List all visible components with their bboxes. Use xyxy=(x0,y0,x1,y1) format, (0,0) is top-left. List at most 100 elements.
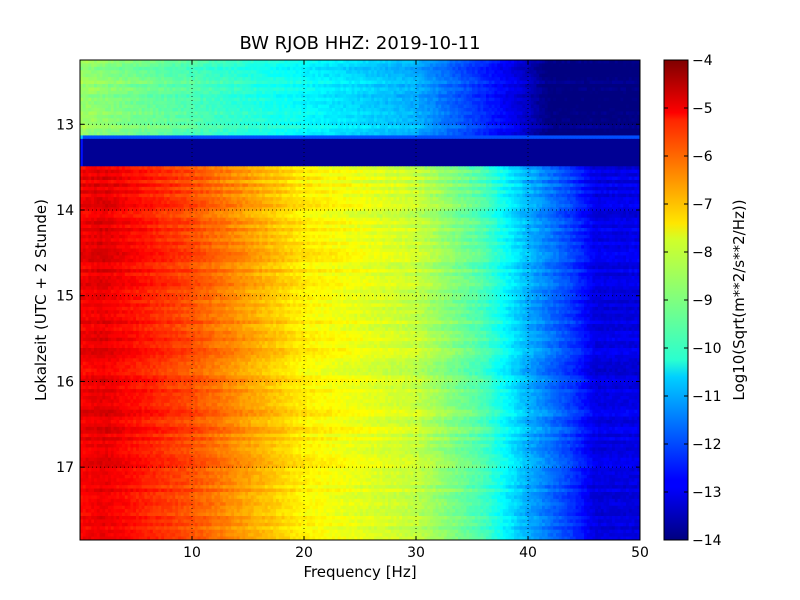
heatmap-cell xyxy=(184,101,187,105)
heatmap-cell xyxy=(408,70,411,74)
heatmap-cell xyxy=(612,67,615,71)
heatmap-cell xyxy=(203,67,206,71)
heatmap-cell xyxy=(102,70,105,74)
heatmap-cell xyxy=(226,67,229,71)
heatmap-cell xyxy=(273,63,276,67)
heatmap-cell xyxy=(528,84,531,88)
heatmap-cell xyxy=(623,77,626,81)
heatmap-cell xyxy=(475,98,478,102)
heatmap-cell xyxy=(388,70,391,74)
heatmap-cell xyxy=(343,81,346,85)
heatmap-cell xyxy=(573,87,576,91)
heatmap-cell xyxy=(410,91,413,95)
heatmap-cell xyxy=(254,94,257,98)
heatmap-cell xyxy=(209,91,212,95)
heatmap-cell xyxy=(206,94,209,98)
heatmap-cell xyxy=(357,94,360,98)
heatmap-cell xyxy=(226,60,229,64)
heatmap-cell xyxy=(270,81,273,85)
heatmap-cell xyxy=(324,94,327,98)
heatmap-cell xyxy=(374,98,377,102)
heatmap-cell xyxy=(410,87,413,91)
heatmap-cell xyxy=(198,70,201,74)
heatmap-cell xyxy=(514,87,517,91)
heatmap-cell xyxy=(251,84,254,88)
heatmap-cell xyxy=(402,81,405,85)
heatmap-cell xyxy=(466,63,469,67)
heatmap-cell xyxy=(122,101,125,105)
heatmap-cell xyxy=(455,70,458,74)
heatmap-cell xyxy=(251,87,254,91)
heatmap-cell xyxy=(164,67,167,71)
heatmap-cell xyxy=(175,101,178,105)
heatmap-cell xyxy=(371,63,374,67)
heatmap-cell xyxy=(382,91,385,95)
heatmap-cell xyxy=(590,77,593,81)
heatmap-cell xyxy=(556,98,559,102)
heatmap-cell xyxy=(184,63,187,67)
heatmap-cell xyxy=(578,84,581,88)
heatmap-cell xyxy=(405,98,408,102)
heatmap-cell xyxy=(385,84,388,88)
heatmap-cell xyxy=(122,84,125,88)
heatmap-cell xyxy=(522,84,525,88)
heatmap-cell xyxy=(122,63,125,67)
heatmap-cell xyxy=(307,67,310,71)
heatmap-cell xyxy=(620,81,623,85)
heatmap-cell xyxy=(254,98,257,102)
heatmap-cell xyxy=(545,70,548,74)
heatmap-cell xyxy=(497,91,500,95)
heatmap-cell xyxy=(511,60,514,64)
heatmap-cell xyxy=(508,70,511,74)
heatmap-cell xyxy=(125,94,128,98)
heatmap-cell xyxy=(458,98,461,102)
heatmap-cell xyxy=(192,84,195,88)
heatmap-cell xyxy=(354,77,357,81)
heatmap-cell xyxy=(606,67,609,71)
heatmap-cell xyxy=(480,60,483,64)
heatmap-cell xyxy=(506,77,509,81)
heatmap-cell xyxy=(111,60,114,64)
heatmap-cell xyxy=(427,91,430,95)
heatmap-cell xyxy=(139,60,142,64)
heatmap-cell xyxy=(268,94,271,98)
heatmap-cell xyxy=(200,77,203,81)
heatmap-cell xyxy=(352,77,355,81)
heatmap-cell xyxy=(139,84,142,88)
heatmap-cell xyxy=(422,87,425,91)
heatmap-cell xyxy=(399,84,402,88)
heatmap-cell xyxy=(234,77,237,81)
heatmap-cell xyxy=(458,81,461,85)
heatmap-cell xyxy=(590,74,593,78)
heatmap-cell xyxy=(158,77,161,81)
heatmap-cell xyxy=(562,60,565,64)
heatmap-cell xyxy=(144,63,147,67)
heatmap-cell xyxy=(562,98,565,102)
heatmap-cell xyxy=(357,60,360,64)
heatmap-cell xyxy=(259,63,262,67)
heatmap-cell xyxy=(83,77,86,81)
heatmap-cell xyxy=(142,63,145,67)
heatmap-cell xyxy=(455,74,458,78)
heatmap-cell xyxy=(360,63,363,67)
heatmap-cell xyxy=(158,94,161,98)
heatmap-cell xyxy=(590,87,593,91)
heatmap-cell xyxy=(86,81,89,85)
heatmap-cell xyxy=(335,77,338,81)
heatmap-cell xyxy=(234,67,237,71)
heatmap-cell xyxy=(228,94,231,98)
heatmap-cell xyxy=(542,81,545,85)
heatmap-cell xyxy=(147,63,150,67)
heatmap-cell xyxy=(270,91,273,95)
heatmap-cell xyxy=(545,77,548,81)
heatmap-cell xyxy=(548,67,551,71)
heatmap-cell xyxy=(464,60,467,64)
heatmap-cell xyxy=(142,87,145,91)
heatmap-cell xyxy=(130,70,133,74)
heatmap-cell xyxy=(528,94,531,98)
heatmap-cell xyxy=(116,74,119,78)
heatmap-cell xyxy=(542,70,545,74)
heatmap-cell xyxy=(360,67,363,71)
heatmap-cell xyxy=(343,67,346,71)
heatmap-cell xyxy=(430,70,433,74)
